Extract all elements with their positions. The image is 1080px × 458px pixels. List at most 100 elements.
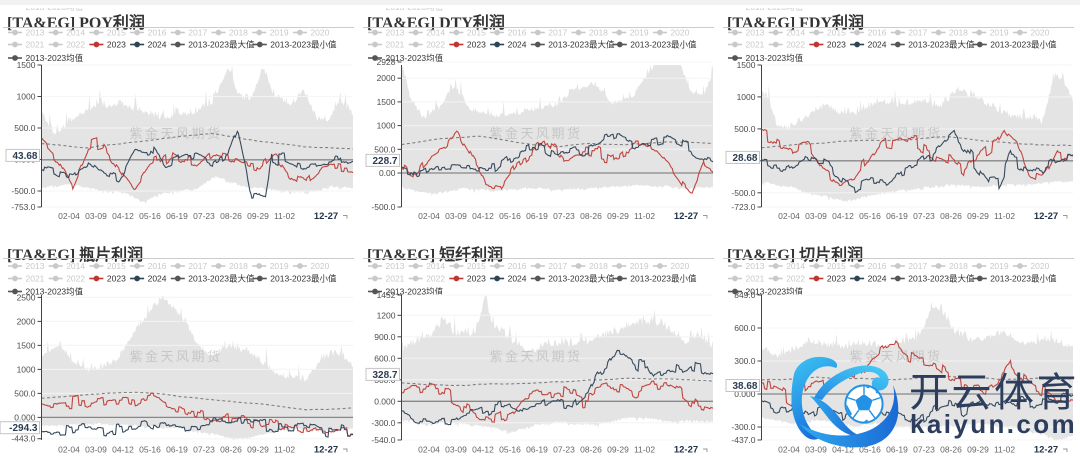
svg-text:1452: 1452 [377, 290, 396, 300]
svg-text:11-02: 11-02 [994, 211, 1015, 221]
svg-text:2016: 2016 [508, 28, 527, 38]
svg-text:2022: 2022 [66, 40, 85, 50]
svg-text:2014: 2014 [426, 261, 445, 271]
svg-text:07-23: 07-23 [913, 211, 935, 221]
svg-text:2019: 2019 [270, 28, 289, 38]
svg-text:2013: 2013 [26, 261, 45, 271]
svg-text:2018: 2018 [949, 261, 968, 271]
svg-text:2013-2023最大值: 2013-2023最大值 [908, 40, 975, 50]
svg-text:1000: 1000 [17, 92, 36, 102]
svg-text:2013-2023最大值: 2013-2023最大值 [548, 40, 615, 50]
svg-text:2013-2023均值: 2013-2023均值 [26, 287, 84, 297]
svg-text:紫金天风期货: 紫金天风期货 [489, 126, 582, 141]
svg-text:09-29: 09-29 [967, 211, 989, 221]
svg-text:08-26: 08-26 [220, 211, 242, 221]
svg-text:02-04: 02-04 [418, 211, 440, 221]
svg-text:2018: 2018 [589, 28, 608, 38]
svg-text:1000: 1000 [377, 121, 396, 131]
svg-text:03-09: 03-09 [445, 445, 467, 455]
svg-text:1500: 1500 [17, 340, 36, 350]
svg-text:2014: 2014 [786, 28, 805, 38]
svg-text:04-12: 04-12 [832, 445, 854, 455]
svg-text:2022: 2022 [426, 274, 445, 284]
svg-text:-437.0: -437.0 [731, 435, 755, 445]
svg-text:07-23: 07-23 [193, 211, 215, 221]
svg-text:2018: 2018 [229, 28, 248, 38]
svg-text:2020: 2020 [670, 28, 689, 38]
svg-text:900.0: 900.0 [374, 332, 396, 342]
svg-text:2013: 2013 [26, 28, 45, 38]
svg-text:紫金天风期货: 紫金天风期货 [129, 349, 222, 364]
svg-text:2022: 2022 [786, 40, 805, 50]
svg-text:04-12: 04-12 [472, 211, 494, 221]
svg-text:2017: 2017 [908, 28, 927, 38]
svg-text:2023: 2023 [467, 40, 486, 50]
svg-text:09-29: 09-29 [247, 445, 269, 455]
svg-text:2021: 2021 [746, 40, 765, 50]
svg-text:2018: 2018 [229, 261, 248, 271]
svg-text:2928: 2928 [377, 57, 396, 67]
svg-text:03-09: 03-09 [805, 211, 827, 221]
svg-text:06-19: 06-19 [886, 445, 908, 455]
svg-text:2013: 2013 [386, 261, 405, 271]
svg-text:02-04: 02-04 [778, 445, 800, 455]
svg-text:2014: 2014 [786, 261, 805, 271]
svg-text:04-12: 04-12 [112, 211, 134, 221]
svg-text:2013-2023最大值: 2013-2023最大值 [188, 274, 255, 284]
svg-text:12-27: 12-27 [1034, 445, 1058, 456]
svg-text:03-09: 03-09 [85, 445, 107, 455]
svg-text:500.0: 500.0 [734, 124, 756, 134]
svg-text:2021: 2021 [26, 274, 45, 284]
svg-text:2013-2023均值: 2013-2023均值 [746, 287, 804, 297]
svg-text:1200: 1200 [377, 310, 396, 320]
svg-text:2015: 2015 [107, 261, 126, 271]
svg-text:-300.0: -300.0 [371, 418, 395, 428]
svg-text:12-27: 12-27 [1034, 211, 1058, 222]
svg-text:1500: 1500 [737, 60, 756, 70]
svg-text:2021: 2021 [746, 274, 765, 284]
svg-text:09-29: 09-29 [247, 211, 269, 221]
svg-text:2016: 2016 [868, 28, 887, 38]
svg-text:-443.0: -443.0 [11, 434, 35, 444]
svg-text:600.0: 600.0 [734, 323, 756, 333]
svg-text:03-09: 03-09 [445, 211, 467, 221]
svg-text:07-23: 07-23 [553, 445, 575, 455]
svg-text:-540.0: -540.0 [371, 435, 395, 445]
svg-text:kaiyun.com: kaiyun.com [910, 409, 1077, 439]
svg-text:2023: 2023 [467, 274, 486, 284]
svg-text:1000: 1000 [17, 364, 36, 374]
svg-text:2015: 2015 [467, 261, 486, 271]
svg-text:2000: 2000 [377, 73, 396, 83]
svg-text:2023: 2023 [827, 274, 846, 284]
svg-text:02-04: 02-04 [58, 211, 80, 221]
svg-text:2022: 2022 [66, 274, 85, 284]
svg-text:03-09: 03-09 [805, 445, 827, 455]
svg-text:02-04: 02-04 [418, 445, 440, 455]
svg-text:07-23: 07-23 [193, 445, 215, 455]
svg-text:11-02: 11-02 [994, 445, 1015, 455]
svg-text:04-12: 04-12 [112, 445, 134, 455]
svg-text:0.000: 0.000 [734, 389, 756, 399]
svg-text:2019: 2019 [990, 261, 1009, 271]
svg-text:2019: 2019 [630, 28, 649, 38]
svg-text:2024: 2024 [508, 274, 527, 284]
svg-text:06-19: 06-19 [526, 211, 548, 221]
svg-text:2013: 2013 [746, 261, 765, 271]
svg-text:04-12: 04-12 [832, 211, 854, 221]
svg-text:2013-2023最大值: 2013-2023最大值 [188, 40, 255, 50]
svg-text:2013-2023最小值: 2013-2023最小值 [270, 40, 337, 50]
svg-text:2023: 2023 [827, 40, 846, 50]
svg-text:2020: 2020 [1030, 28, 1049, 38]
svg-text:2015: 2015 [827, 261, 846, 271]
svg-text:08-26: 08-26 [580, 445, 602, 455]
svg-text:09-29: 09-29 [607, 445, 629, 455]
svg-text:11-02: 11-02 [634, 445, 655, 455]
svg-text:500.0: 500.0 [374, 144, 396, 154]
svg-text:0.000: 0.000 [14, 412, 36, 422]
svg-text:0.000: 0.000 [374, 396, 396, 406]
svg-text:2014: 2014 [426, 28, 445, 38]
svg-text:05-16: 05-16 [859, 211, 881, 221]
svg-text:2016: 2016 [148, 261, 167, 271]
svg-text:06-19: 06-19 [526, 445, 548, 455]
svg-text:2015: 2015 [827, 28, 846, 38]
